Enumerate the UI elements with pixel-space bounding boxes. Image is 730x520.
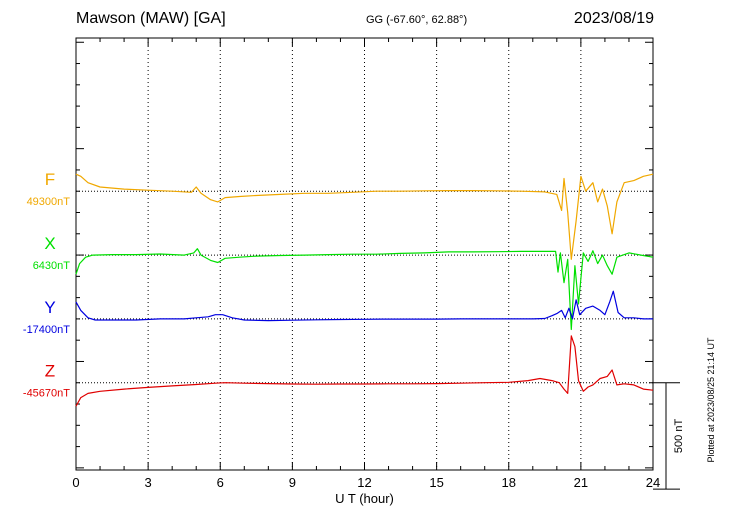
series-baseline-f: 49300nT <box>27 196 71 208</box>
series-baseline-z: -45670nT <box>23 388 70 400</box>
series-line-x <box>75 248 654 331</box>
series-name-f: F <box>45 170 55 189</box>
series-line-z <box>75 335 654 407</box>
series-baseline-x: 6430nT <box>33 260 71 272</box>
scale-bar-label: 500 nT <box>673 419 685 454</box>
series-labels: F 49300nT X 6430nT Y -17400nT Z -45670nT <box>23 170 70 400</box>
series-line-f <box>75 173 654 260</box>
scale-bar: 500 nT <box>653 382 685 490</box>
plot-date: 2023/08/19 <box>573 10 654 27</box>
x-tick-label-18: 18 <box>502 475 516 490</box>
series-name-x: X <box>44 234 55 253</box>
station-title: Mawson (MAW) [GA] <box>76 10 226 27</box>
geographic-coordinates: GG (-67.60°, 62.88°) <box>366 14 468 26</box>
x-tick-label-24: 24 <box>646 475 660 490</box>
plotted-timestamp: Plotted at 2023/08/25 21:14 UT <box>706 337 716 463</box>
x-axis: 0 3 6 9 12 15 18 21 24 U T (hour) <box>72 38 660 506</box>
x-tick-label-0: 0 <box>72 475 79 490</box>
x-tick-label-3: 3 <box>145 475 152 490</box>
x-tick-label-15: 15 <box>429 475 443 490</box>
series-baseline-y: -17400nT <box>23 324 70 336</box>
x-tick-label-6: 6 <box>217 475 224 490</box>
series-name-y: Y <box>44 298 55 317</box>
x-tick-label-12: 12 <box>357 475 371 490</box>
series-lines <box>75 173 654 407</box>
footer: Plotted at 2023/08/25 21:14 UT <box>706 337 716 463</box>
series-line-y <box>75 290 653 322</box>
x-tick-label-9: 9 <box>289 475 296 490</box>
series-name-z: Z <box>45 362 55 381</box>
x-axis-label: U T (hour) <box>335 491 394 506</box>
x-tick-label-21: 21 <box>574 475 588 490</box>
